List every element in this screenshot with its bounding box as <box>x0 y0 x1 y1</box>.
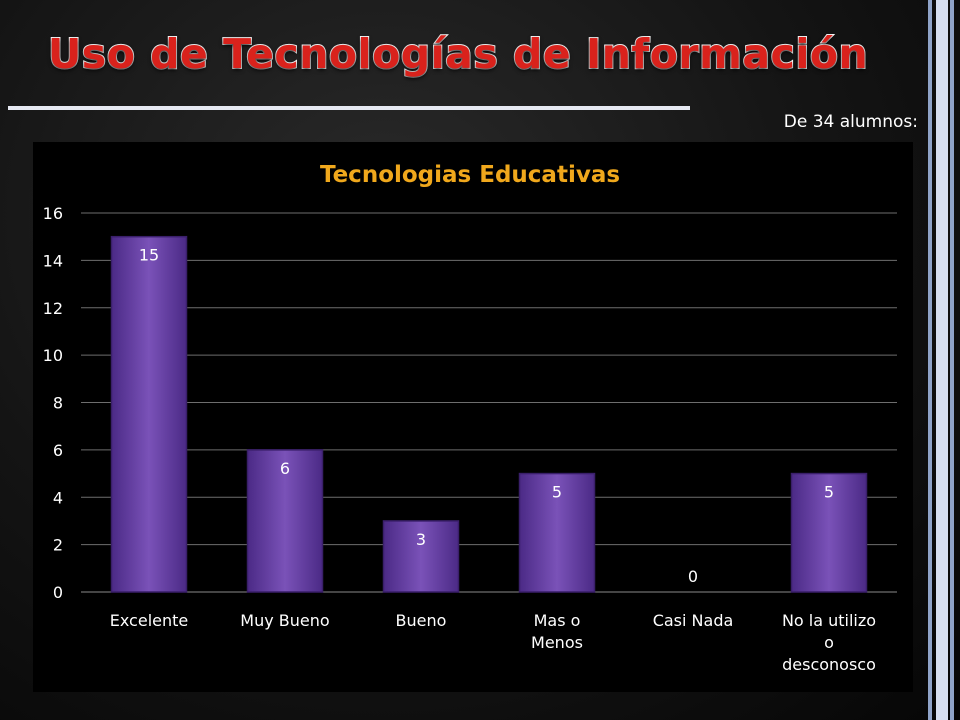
right-decoration <box>920 0 960 720</box>
x-tick-label: Mas o <box>534 611 581 630</box>
x-tick-label: Muy Bueno <box>240 611 329 630</box>
bar <box>110 235 188 593</box>
data-label: 5 <box>824 483 834 502</box>
y-tick-label: 10 <box>43 346 63 365</box>
y-tick-label: 14 <box>43 251 63 270</box>
x-tick-label: desconosco <box>782 655 876 674</box>
y-tick-label: 12 <box>43 299 63 318</box>
x-tick-label: Bueno <box>396 611 447 630</box>
bar <box>382 520 460 593</box>
data-label: 5 <box>552 483 562 502</box>
y-tick-label: 4 <box>53 488 63 507</box>
y-tick-label: 0 <box>53 583 63 602</box>
bar <box>790 472 868 593</box>
bar <box>246 449 324 593</box>
data-label: 15 <box>139 246 159 265</box>
y-tick-label: 6 <box>53 441 63 460</box>
x-tick-label: No la utilizo <box>782 611 876 630</box>
x-tick-label: o <box>824 633 834 652</box>
x-tick-label: Excelente <box>110 611 188 630</box>
data-label: 0 <box>688 567 698 586</box>
bar-chart: Tecnologias Educativas 0 2 4 6 8 10 12 14 16 15 6… <box>43 162 897 674</box>
x-tick-label: Menos <box>531 633 583 652</box>
data-label: 6 <box>280 459 290 478</box>
y-tick-label: 2 <box>53 536 63 555</box>
slide-subtitle: De 34 alumnos: <box>783 112 918 132</box>
y-tick-label: 16 <box>43 204 63 223</box>
x-tick-label: Casi Nada <box>653 611 734 630</box>
data-label: 3 <box>416 530 426 549</box>
title-divider <box>8 106 690 110</box>
y-tick-label: 8 <box>53 394 63 413</box>
chart-area: Tecnologias Educativas 0 2 4 6 8 10 12 14 16 15 6… <box>33 142 913 692</box>
slide-title: Uso de Tecnologías de Información <box>47 29 869 79</box>
bar <box>518 472 596 593</box>
chart-title: Tecnologias Educativas <box>320 162 620 188</box>
